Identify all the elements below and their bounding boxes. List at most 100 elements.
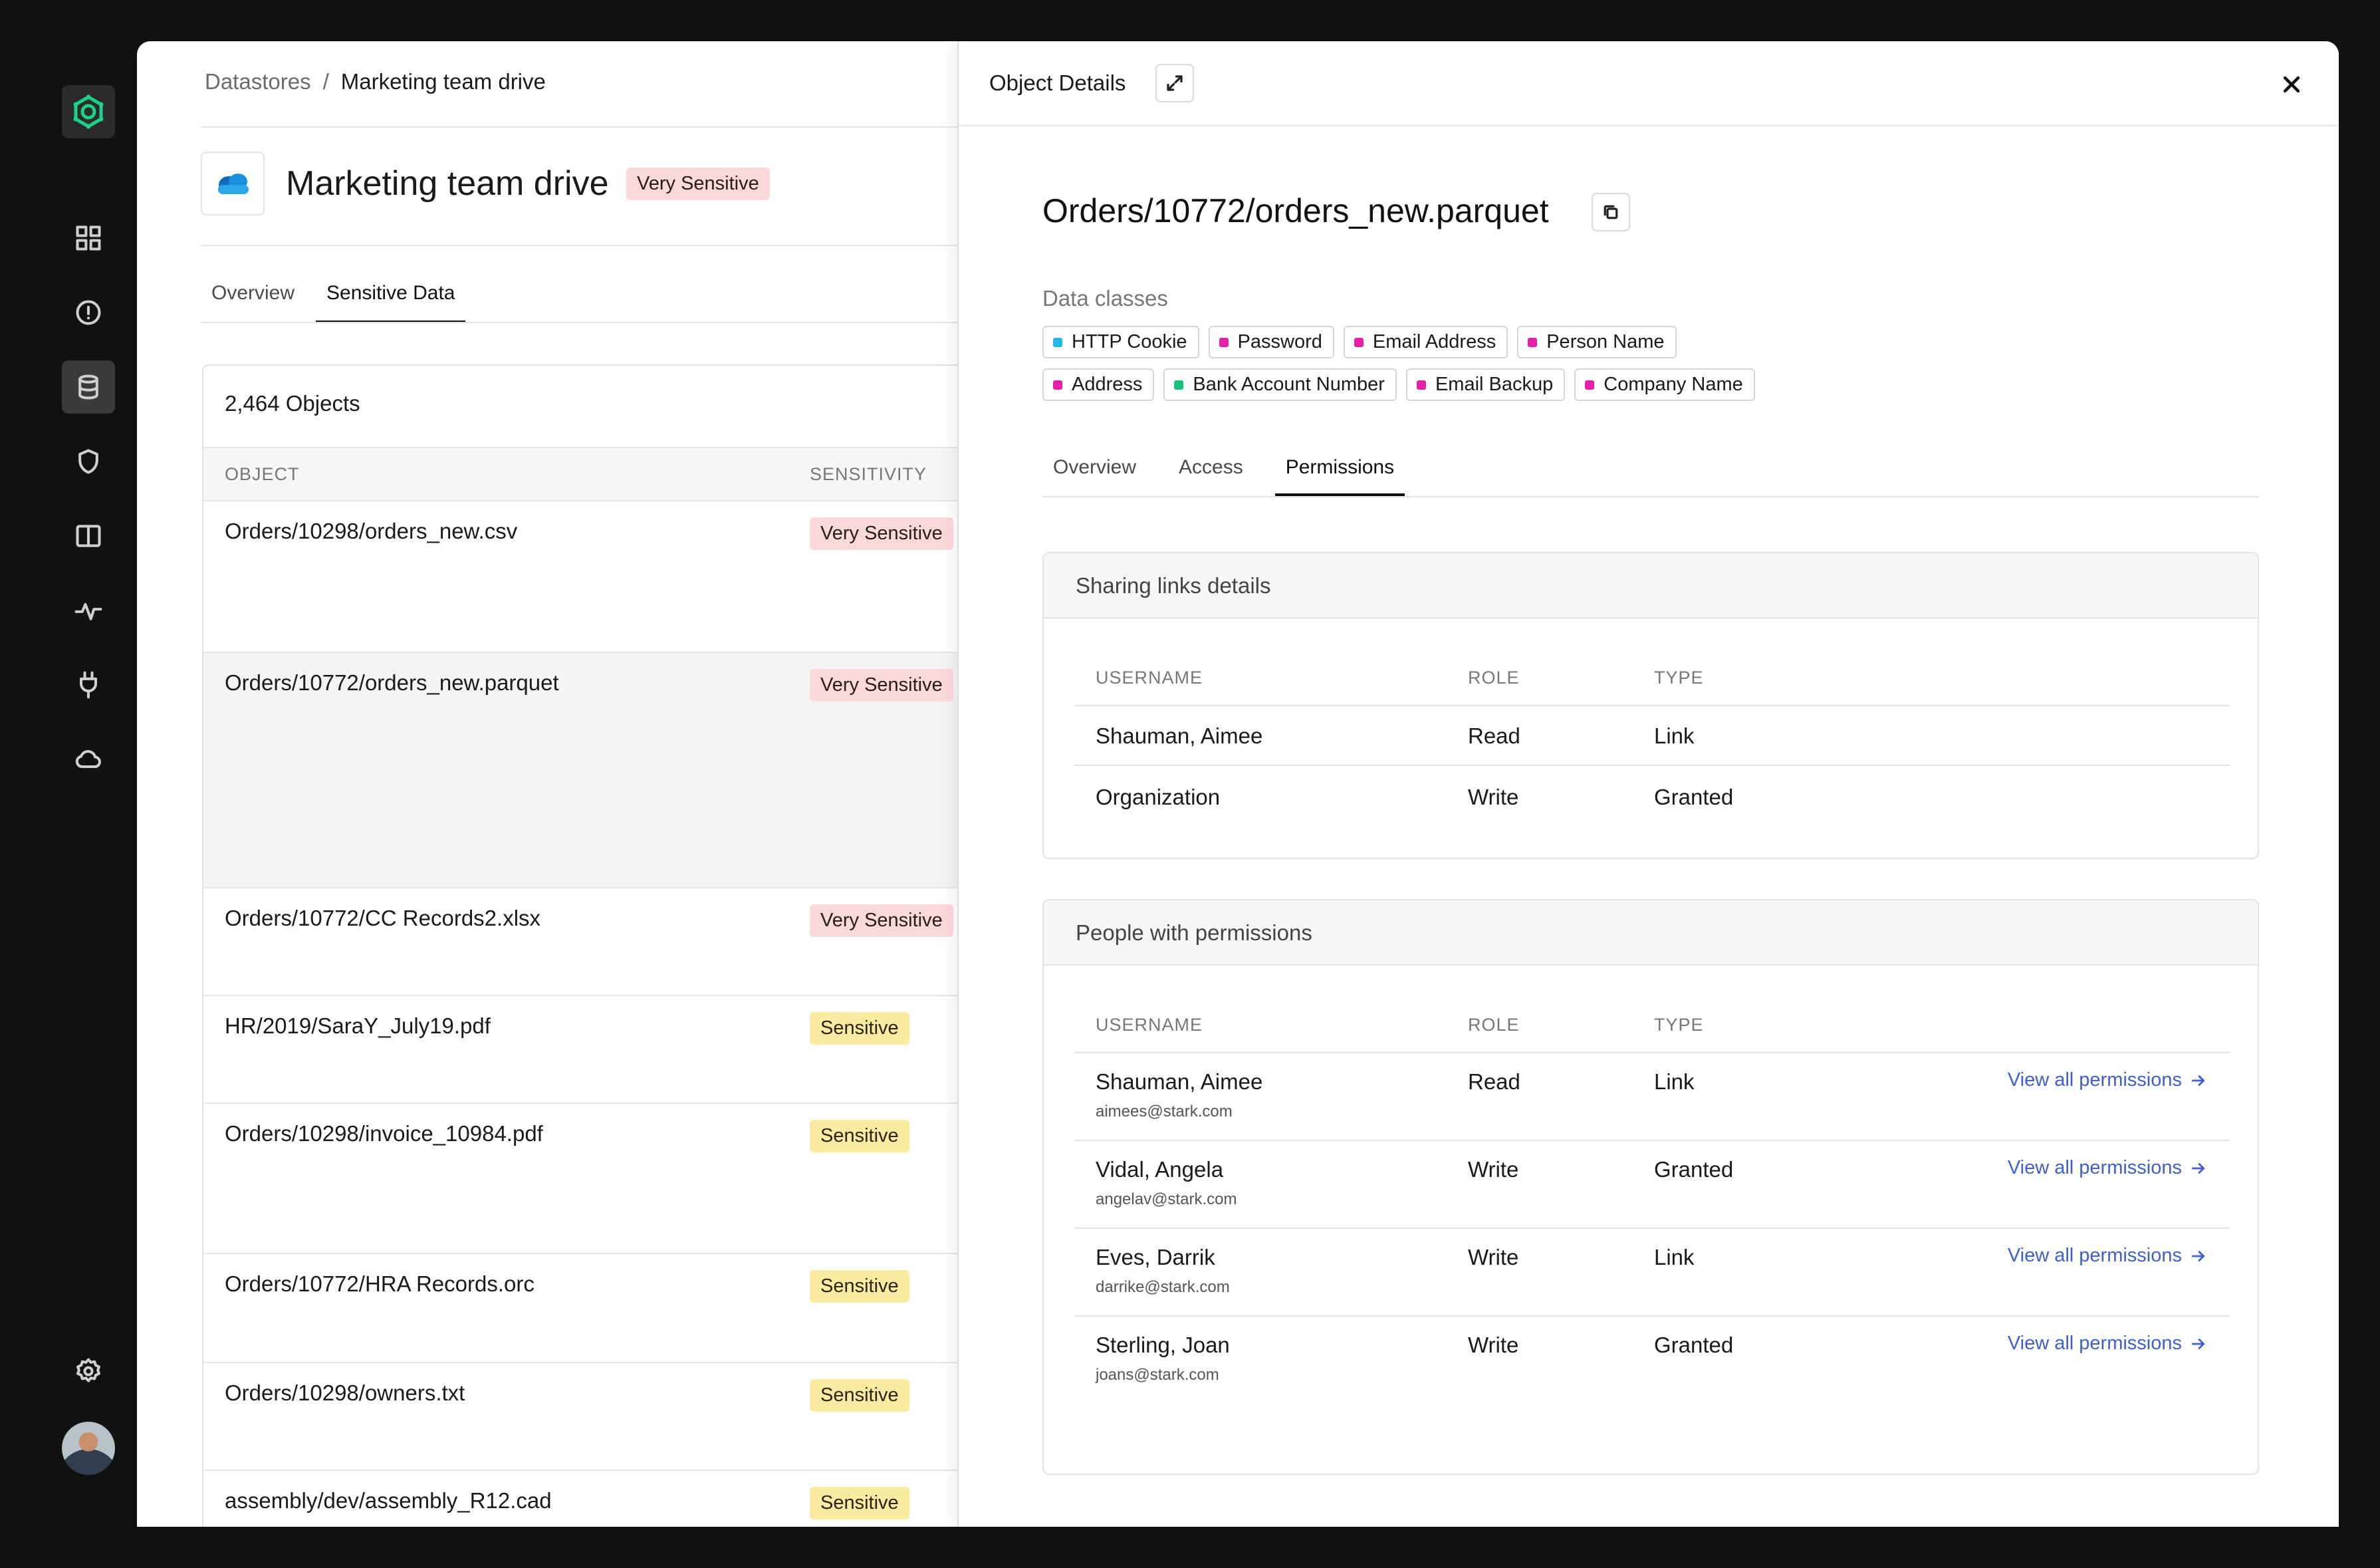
copy-icon (1604, 205, 1618, 219)
role-cell: Write (1468, 1157, 1519, 1182)
data-class-label: Password (1237, 331, 1322, 352)
data-class-chip[interactable]: Company Name (1574, 368, 1755, 401)
object-name[interactable]: Orders/10298/orders_new.csv (225, 519, 518, 543)
people-permissions-title: People with permissions (1044, 900, 2258, 966)
tab-access[interactable]: Access (1179, 456, 1243, 478)
nav-alerts[interactable] (62, 286, 115, 339)
sensitivity-badge: Very Sensitive (810, 517, 953, 550)
tab-overview[interactable]: Overview (1053, 456, 1137, 478)
objects-count: 2,464 Objects (225, 391, 360, 416)
arrow-right-icon (2191, 1162, 2204, 1174)
data-class-label: Address (1072, 374, 1143, 395)
tab-sensitive-data[interactable]: Sensitive Data (316, 282, 466, 323)
copy-button[interactable] (1592, 193, 1630, 231)
object-name[interactable]: Orders/10772/orders_new.parquet (225, 670, 559, 695)
datastore-title: Marketing team drive (286, 164, 609, 203)
table-row[interactable]: HR/2019/SaraY_July19.pdf Sensitive (203, 995, 1131, 1103)
app-logo[interactable] (62, 85, 115, 138)
object-name[interactable]: assembly/dev/assembly_R12.cad (225, 1488, 552, 1513)
sensitivity-badge: Sensitive (810, 1379, 909, 1412)
app-screen: Datastores / Marketing team drive Market… (137, 41, 2339, 1527)
sensitivity-badge: Very Sensitive (810, 669, 953, 702)
breadcrumb: Datastores / Marketing team drive (205, 69, 546, 94)
object-name[interactable]: Orders/10298/invoice_10984.pdf (225, 1121, 543, 1146)
table-row[interactable]: assembly/dev/assembly_R12.cad Sensitive (203, 1470, 1131, 1527)
arrow-right-icon (2191, 1250, 2204, 1261)
view-all-permissions-label: View all permissions (2007, 1157, 2182, 1178)
panel-header-divider (959, 125, 2339, 126)
nav-integrations[interactable] (62, 658, 115, 712)
data-class-chip[interactable]: Password (1208, 326, 1334, 358)
table-row[interactable]: Orders/10298/owners.txt Sensitive (203, 1362, 1131, 1470)
data-classes-row-2: Address Bank Account Number Email Backup… (1042, 368, 1840, 401)
object-name[interactable]: HR/2019/SaraY_July19.pdf (225, 1013, 491, 1038)
arrow-right-icon (2191, 1075, 2204, 1086)
column-role: ROLE (1468, 668, 1520, 688)
view-all-permissions-link[interactable]: View all permissions (2008, 1157, 2207, 1179)
object-name[interactable]: Orders/10772/CC Records2.xlsx (225, 906, 541, 930)
table-row: Organization Write Granted (1074, 765, 2230, 826)
tab-permissions[interactable]: Permissions (1274, 456, 1405, 496)
table-row[interactable]: Orders/10772/CC Records2.xlsx Very Sensi… (203, 887, 1131, 995)
column-sensitivity[interactable]: SENSITIVITY (810, 464, 927, 484)
username-cell: Organization (1096, 785, 1221, 809)
email-cell: joans@stark.com (1096, 1366, 1219, 1384)
data-classes-label: Data classes (1042, 286, 1168, 311)
data-class-chip[interactable]: Person Name (1517, 326, 1677, 358)
nav-dashboard[interactable] (62, 211, 115, 265)
data-class-chip[interactable]: Bank Account Number (1163, 368, 1397, 401)
column-username: USERNAME (1096, 1015, 1203, 1035)
details-tabs: Overview Access Permissions (1042, 456, 2259, 497)
panel-title: Object Details (989, 70, 1126, 95)
datastore-sensitivity-badge: Very Sensitive (626, 168, 770, 200)
data-class-chip[interactable]: Email Backup (1405, 368, 1566, 401)
app-sidebar (0, 0, 137, 1568)
data-class-chip[interactable]: Email Address (1343, 326, 1508, 358)
nav-settings[interactable] (62, 1345, 115, 1398)
view-all-permissions-link[interactable]: View all permissions (2008, 1245, 2207, 1267)
expand-button[interactable] (1155, 64, 1194, 102)
object-title: Orders/10772/orders_new.parquet (1042, 192, 1549, 229)
nav-cloud[interactable] (62, 733, 115, 786)
table-row[interactable]: Orders/10298/invoice_10984.pdf Sensitive (203, 1103, 1131, 1253)
nav-datastores[interactable] (62, 360, 115, 414)
table-row[interactable]: Orders/10298/orders_new.csv Very Sensiti… (203, 500, 1131, 652)
sensitivity-badge: Sensitive (810, 1487, 909, 1519)
view-all-permissions-link[interactable]: View all permissions (2008, 1069, 2207, 1091)
nav-catalog[interactable] (62, 509, 115, 563)
nav-policies[interactable] (62, 435, 115, 488)
logo-gear-icon (73, 94, 104, 129)
plug-icon (79, 671, 98, 699)
data-class-dot (1354, 337, 1364, 347)
nav-activity[interactable] (62, 584, 115, 637)
expand-arrows-icon (1167, 75, 1183, 91)
table-row: Shauman, Aimee aimees@stark.com Read Lin… (1074, 1052, 2230, 1140)
user-avatar[interactable] (62, 1422, 115, 1475)
data-class-chip[interactable]: Address (1042, 368, 1155, 401)
sensitivity-badge: Sensitive (810, 1120, 909, 1152)
dashboard-grid-icon (76, 225, 101, 251)
table-row[interactable]: Orders/10772/HRA Records.orc Sensitive (203, 1253, 1131, 1362)
tab-overview[interactable]: Overview (211, 282, 295, 304)
database-icon (78, 374, 98, 400)
type-cell: Granted (1654, 1157, 1734, 1182)
data-class-dot (1528, 337, 1538, 347)
view-all-permissions-label: View all permissions (2007, 1333, 2182, 1354)
data-class-dot (1174, 380, 1184, 390)
object-name[interactable]: Orders/10772/HRA Records.orc (225, 1271, 535, 1296)
data-class-chip[interactable]: HTTP Cookie (1042, 326, 1199, 358)
object-details-panel: Object Details Orders/10772/orders_new.p… (957, 41, 2339, 1527)
username-cell: Shauman, Aimee (1096, 723, 1263, 748)
view-all-permissions-link[interactable]: View all permissions (2008, 1333, 2207, 1355)
object-name[interactable]: Orders/10298/owners.txt (225, 1380, 465, 1405)
close-button[interactable] (2275, 68, 2308, 101)
data-class-dot (1219, 337, 1229, 347)
username-cell: Shauman, Aimee (1096, 1069, 1263, 1094)
sensitivity-badge: Sensitive (810, 1012, 909, 1045)
close-icon (2283, 76, 2300, 93)
breadcrumb-datastores-link[interactable]: Datastores (205, 69, 311, 94)
type-cell: Link (1654, 723, 1695, 748)
data-class-label: HTTP Cookie (1072, 331, 1187, 352)
arrow-right-icon (2191, 1338, 2204, 1349)
